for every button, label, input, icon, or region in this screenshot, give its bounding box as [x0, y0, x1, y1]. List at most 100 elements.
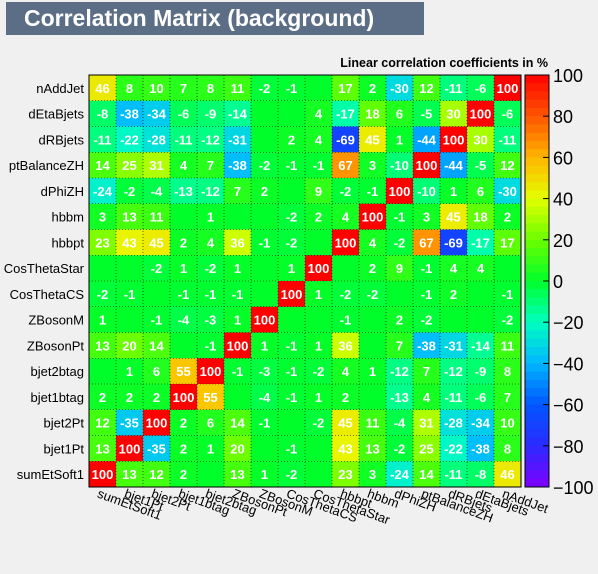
- cell-value-label: -2: [502, 313, 514, 328]
- color-scale-band: [525, 330, 549, 340]
- cell-value-label: -3: [205, 313, 217, 328]
- cell-value-label: -2: [367, 287, 379, 302]
- cell-value-label: 100: [281, 287, 303, 302]
- color-scale-band: [525, 421, 549, 430]
- heatmap-cell: [359, 255, 387, 282]
- color-scale-band: [525, 231, 549, 241]
- heatmap-cell: [359, 126, 387, 153]
- y-tick-label: hbbm: [51, 210, 84, 225]
- heatmap-cell: [494, 152, 522, 179]
- color-scale-band: [525, 363, 549, 373]
- cell-value-label: -2: [259, 81, 271, 96]
- cell-value-label: -2: [97, 287, 109, 302]
- cell-value-label: 7: [180, 81, 187, 96]
- cell-value-label: 100: [308, 261, 330, 276]
- heatmap-cell: [413, 332, 441, 359]
- heatmap-cell: [197, 152, 225, 179]
- heatmap-cell: [170, 384, 198, 411]
- cell-value-label: 36: [338, 338, 352, 353]
- heatmap-cell: [251, 281, 279, 308]
- cell-value-label: 3: [369, 158, 376, 173]
- heatmap-cell: [305, 461, 333, 488]
- cell-value-label: -1: [232, 364, 244, 379]
- heatmap-cell: [116, 229, 144, 256]
- heatmap-cell: [251, 332, 279, 359]
- heatmap-cell: [89, 358, 117, 385]
- cell-value-label: 17: [338, 81, 352, 96]
- cell-value-label: 45: [365, 132, 379, 147]
- cell-value-label: 14: [419, 467, 434, 482]
- color-scale-band: [525, 313, 549, 323]
- heatmap-cell: [116, 306, 144, 333]
- color-scale-band: [525, 182, 549, 191]
- color-scale-band: [525, 107, 549, 117]
- heatmap-cell: [386, 409, 414, 436]
- cell-value-label: 11: [150, 210, 164, 225]
- color-scale-band: [525, 338, 549, 348]
- heatmap-cell: [359, 461, 387, 488]
- cell-value-label: 1: [315, 287, 322, 302]
- cell-value-label: 23: [338, 467, 352, 482]
- heatmap-cell: [359, 152, 387, 179]
- cell-value-label: -9: [475, 364, 487, 379]
- heatmap-cell: [224, 229, 252, 256]
- cell-value-label: -1: [286, 441, 298, 456]
- heatmap-cell: [143, 126, 171, 153]
- cell-value-label: 13: [95, 441, 109, 456]
- cell-value-label: 25: [122, 158, 136, 173]
- heatmap-cell: [386, 255, 414, 282]
- heatmap-cell: [494, 255, 522, 282]
- cell-value-label: -38: [417, 338, 436, 353]
- heatmap-cell: [89, 178, 117, 205]
- cell-value-label: 100: [389, 184, 411, 199]
- cell-value-label: 2: [396, 313, 403, 328]
- cell-value-label: -1: [286, 390, 298, 405]
- heatmap-cell: [251, 203, 279, 230]
- cell-value-label: -69: [336, 132, 355, 147]
- heatmap-cell: [116, 75, 144, 102]
- cell-value-label: 31: [149, 158, 163, 173]
- cell-value-label: 43: [338, 441, 352, 456]
- heatmap-cell: [170, 358, 198, 385]
- cell-value-label: 2: [369, 81, 376, 96]
- cell-value-label: -1: [232, 287, 244, 302]
- cell-value-label: 13: [122, 210, 136, 225]
- color-scale-tick-label: 20: [553, 231, 573, 251]
- heatmap-cell: [251, 75, 279, 102]
- cell-value-label: -4: [394, 416, 406, 431]
- heatmap-cell: [359, 100, 387, 127]
- chart-title: Correlation Matrix (background): [6, 2, 424, 35]
- cell-value-label: -1: [421, 261, 433, 276]
- color-scale-band: [525, 346, 549, 356]
- cell-value-label: -4: [151, 184, 163, 199]
- cell-value-label: 9: [315, 184, 322, 199]
- heatmap-cell: [89, 435, 117, 462]
- heatmap-cell: [224, 384, 252, 411]
- heatmap-cell: [251, 126, 279, 153]
- heatmap-cell: [170, 409, 198, 436]
- cell-value-label: 55: [203, 390, 217, 405]
- heatmap-cell: [197, 384, 225, 411]
- heatmap-cell: [89, 384, 117, 411]
- cell-value-label: 2: [261, 184, 268, 199]
- heatmap-cell: [494, 306, 522, 333]
- heatmap-cell: [305, 152, 333, 179]
- color-scale-band: [525, 206, 549, 216]
- cell-value-label: -2: [421, 313, 433, 328]
- heatmap-cell: [89, 75, 117, 102]
- cell-value-label: 100: [362, 210, 384, 225]
- cell-value-label: 6: [153, 364, 160, 379]
- heatmap-cell: [413, 178, 441, 205]
- heatmap-cell: [143, 358, 171, 385]
- cell-value-label: -11: [444, 390, 462, 405]
- color-scale-bar: [524, 74, 550, 488]
- cell-value-label: -1: [286, 364, 298, 379]
- cell-value-label: 100: [335, 235, 357, 250]
- heatmap-cell: [278, 332, 306, 359]
- color-scale-band: [525, 454, 549, 463]
- color-scale-band: [525, 140, 549, 150]
- heatmap-cell: [494, 332, 522, 359]
- heatmap-cell: [467, 358, 495, 385]
- cell-value-label: -14: [228, 107, 248, 122]
- heatmap-cell: [494, 126, 522, 153]
